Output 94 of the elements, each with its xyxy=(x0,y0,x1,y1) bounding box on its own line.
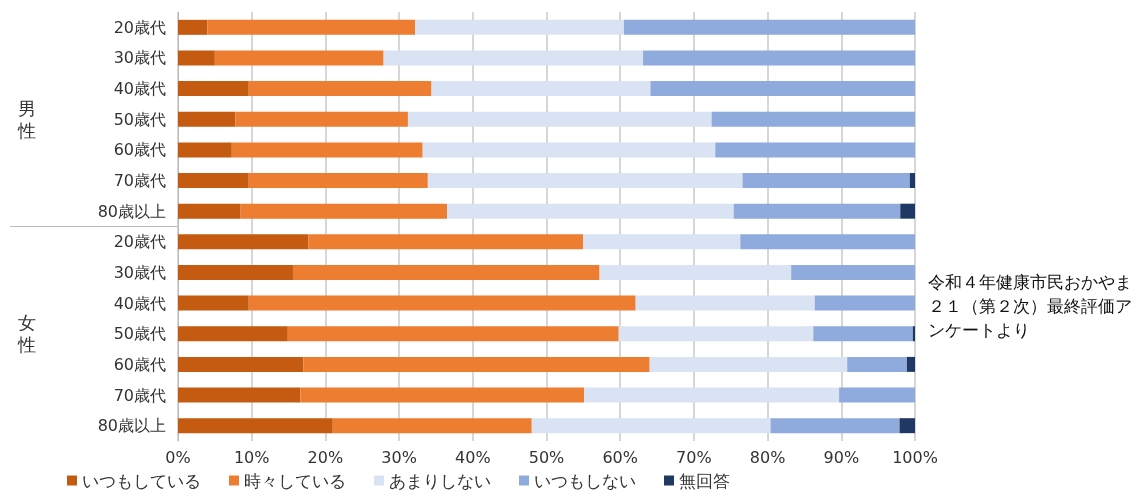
bar xyxy=(308,234,584,250)
bar xyxy=(248,295,636,311)
x-tick-label: 20% xyxy=(307,447,344,467)
bar xyxy=(643,50,915,66)
bar xyxy=(899,418,915,434)
bar xyxy=(332,418,532,434)
y-tick-label: 70歳代 xyxy=(113,385,166,405)
bar xyxy=(178,50,215,66)
bar xyxy=(618,326,814,342)
bar xyxy=(407,111,712,127)
bar xyxy=(715,142,915,158)
bar xyxy=(742,173,910,189)
y-tick-label: 70歳代 xyxy=(113,171,166,191)
text: 男性 xyxy=(17,97,36,141)
y-tick-label: 20歳代 xyxy=(113,17,166,37)
bar xyxy=(770,418,900,434)
bar xyxy=(431,81,651,97)
bar xyxy=(740,234,915,250)
bar xyxy=(912,326,915,342)
bar xyxy=(813,326,913,342)
x-tick-label: 90% xyxy=(823,447,860,467)
bar xyxy=(583,234,741,250)
legend-label: あまりしない xyxy=(389,470,491,491)
bar xyxy=(178,19,208,35)
bar xyxy=(584,387,840,403)
x-tick-label: 0% xyxy=(165,447,191,467)
y-tick-label: 60歳代 xyxy=(113,140,166,160)
x-tick-label: 60% xyxy=(602,447,638,467)
x-tick-label: 30% xyxy=(381,447,417,467)
bar xyxy=(178,142,232,158)
bar xyxy=(531,418,771,434)
bar xyxy=(178,387,301,403)
x-tick-label: 10% xyxy=(233,447,270,467)
bar xyxy=(847,356,907,372)
bar xyxy=(287,326,619,342)
bar xyxy=(178,111,236,127)
bar xyxy=(207,19,416,35)
bar xyxy=(178,418,333,434)
bar xyxy=(422,142,716,158)
bar xyxy=(240,203,448,219)
y-tick-label: 60歳代 xyxy=(113,354,166,374)
y-tick-label: 80歳以上 xyxy=(97,201,166,221)
bar xyxy=(178,264,293,280)
bar xyxy=(178,356,304,372)
bar xyxy=(178,81,249,97)
bar xyxy=(178,203,241,219)
bar xyxy=(791,264,915,280)
bar xyxy=(248,81,432,97)
bar xyxy=(839,387,915,403)
bar xyxy=(292,264,600,280)
bar xyxy=(900,203,915,219)
bar xyxy=(623,19,915,35)
x-tick-label: 100% xyxy=(892,447,938,467)
legend-label: いつもしない xyxy=(534,470,636,491)
y-tick-label: 50歳代 xyxy=(113,109,166,129)
legend-label: いつもしている xyxy=(82,470,201,491)
bar xyxy=(711,111,915,127)
text: 女性 xyxy=(17,312,36,356)
y-tick-label: 30歳代 xyxy=(113,262,166,282)
bar xyxy=(447,203,734,219)
bar xyxy=(178,326,288,342)
bar xyxy=(248,173,428,189)
bar xyxy=(415,19,624,35)
bar xyxy=(383,50,644,66)
bar xyxy=(231,142,423,158)
bar xyxy=(303,356,650,372)
x-tick-label: 70% xyxy=(676,447,712,467)
legend-label: 時々している xyxy=(244,470,346,491)
bar xyxy=(649,356,848,372)
y-tick-label: 80歳以上 xyxy=(97,416,166,436)
y-tick-label: 50歳代 xyxy=(113,324,166,344)
bar xyxy=(214,50,384,66)
text: 令和４年健康市民おかやま２１（第２次）最終評価アンケートより xyxy=(928,272,1132,340)
bar xyxy=(906,356,915,372)
x-tick-label: 80% xyxy=(749,447,786,467)
bar xyxy=(300,387,585,403)
bar xyxy=(635,295,815,311)
bar xyxy=(733,203,901,219)
y-tick-label: 40歳代 xyxy=(113,79,166,99)
bar xyxy=(427,173,743,189)
bar xyxy=(178,173,249,189)
y-tick-label: 20歳代 xyxy=(113,232,166,252)
bar xyxy=(599,264,792,280)
bar xyxy=(909,173,915,189)
bar xyxy=(178,234,309,250)
y-tick-label: 30歳代 xyxy=(113,48,166,68)
x-tick-label: 40% xyxy=(455,447,491,467)
y-tick-label: 40歳代 xyxy=(113,293,166,313)
bar xyxy=(650,81,915,97)
bar xyxy=(178,295,249,311)
x-tick-label: 50% xyxy=(528,447,565,467)
bar xyxy=(814,295,915,311)
bar xyxy=(235,111,408,127)
legend-label: 無回答 xyxy=(679,470,730,491)
